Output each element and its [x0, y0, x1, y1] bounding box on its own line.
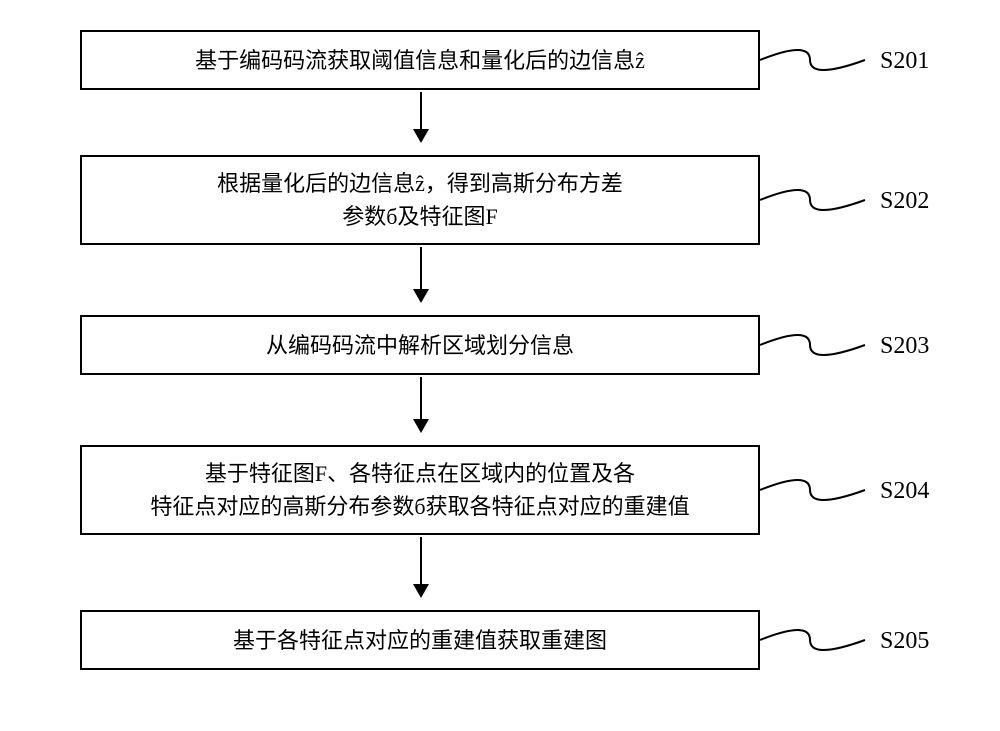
connector-s204	[760, 465, 870, 515]
step-text: 基于编码码流获取阈值信息和量化后的边信息ẑ	[195, 44, 645, 77]
step-label-s202: S202	[880, 188, 929, 215]
connector-s203	[760, 320, 870, 370]
arrow-2	[420, 247, 422, 301]
arrow-1	[420, 92, 422, 141]
step-box-s204: 基于特征图F、各特征点在区域内的位置及各 特征点对应的高斯分布参数б获取各特征点…	[80, 445, 760, 535]
step-box-s201: 基于编码码流获取阈值信息和量化后的边信息ẑ	[80, 30, 760, 90]
step-label-s204: S204	[880, 478, 929, 505]
arrow-4	[420, 537, 422, 596]
step-box-s205: 基于各特征点对应的重建值获取重建图	[80, 610, 760, 670]
arrow-3	[420, 377, 422, 431]
flowchart-container: 基于编码码流获取阈值信息和量化后的边信息ẑ S201 根据量化后的边信息ẑ，得到…	[0, 0, 1000, 731]
connector-s202	[760, 175, 870, 225]
step-text: 根据量化后的边信息ẑ，得到高斯分布方差 参数б及特征图F	[217, 167, 623, 233]
step-label-s201: S201	[880, 48, 929, 75]
step-box-s203: 从编码码流中解析区域划分信息	[80, 315, 760, 375]
connector-s201	[760, 35, 870, 85]
connector-s205	[760, 615, 870, 665]
step-label-s205: S205	[880, 628, 929, 655]
step-label-s203: S203	[880, 333, 929, 360]
step-text: 基于各特征点对应的重建值获取重建图	[233, 624, 607, 657]
step-text: 基于特征图F、各特征点在区域内的位置及各 特征点对应的高斯分布参数б获取各特征点…	[150, 457, 689, 523]
step-box-s202: 根据量化后的边信息ẑ，得到高斯分布方差 参数б及特征图F	[80, 155, 760, 245]
step-text: 从编码码流中解析区域划分信息	[266, 329, 574, 362]
